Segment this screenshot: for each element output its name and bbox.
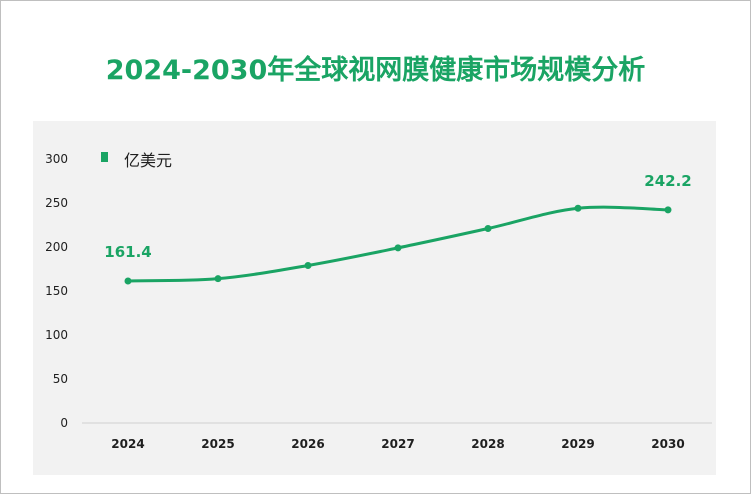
y-tick-label: 300 <box>45 152 68 166</box>
x-tick-label: 2030 <box>651 437 684 451</box>
series-line <box>126 205 670 283</box>
legend-label: 亿美元 <box>124 151 172 170</box>
x-axis-ticks: 2024 2025 2026 2027 2028 2029 2030 <box>111 437 684 451</box>
data-point <box>124 277 132 285</box>
data-point <box>214 275 222 283</box>
data-label: 161.4 <box>104 243 151 261</box>
y-tick-label: 50 <box>53 372 68 386</box>
x-tick-label: 2028 <box>471 437 504 451</box>
data-label: 242.2 <box>644 172 691 190</box>
plot-area <box>33 121 716 475</box>
data-point <box>484 225 492 233</box>
y-axis-ticks: 0 50 100 150 200 250 300 <box>45 152 68 430</box>
x-tick-label: 2026 <box>291 437 324 451</box>
data-labels: 161.4 242.2 <box>104 172 691 261</box>
data-points <box>124 204 672 285</box>
data-point <box>394 244 402 252</box>
x-tick-label: 2024 <box>111 437 144 451</box>
y-tick-label: 250 <box>45 196 68 210</box>
y-tick-label: 100 <box>45 328 68 342</box>
y-tick-label: 150 <box>45 284 68 298</box>
y-tick-label: 200 <box>45 240 68 254</box>
data-point <box>574 204 582 212</box>
x-tick-label: 2027 <box>381 437 414 451</box>
x-tick-label: 2025 <box>201 437 234 451</box>
y-tick-label: 0 <box>60 416 68 430</box>
data-point <box>664 206 672 214</box>
chart-title: 2024-2030年全球视网膜健康市场规模分析 <box>105 55 646 86</box>
legend-swatch <box>101 152 108 162</box>
data-point <box>304 261 312 269</box>
x-tick-label: 2029 <box>561 437 594 451</box>
legend: 亿美元 <box>101 151 172 170</box>
